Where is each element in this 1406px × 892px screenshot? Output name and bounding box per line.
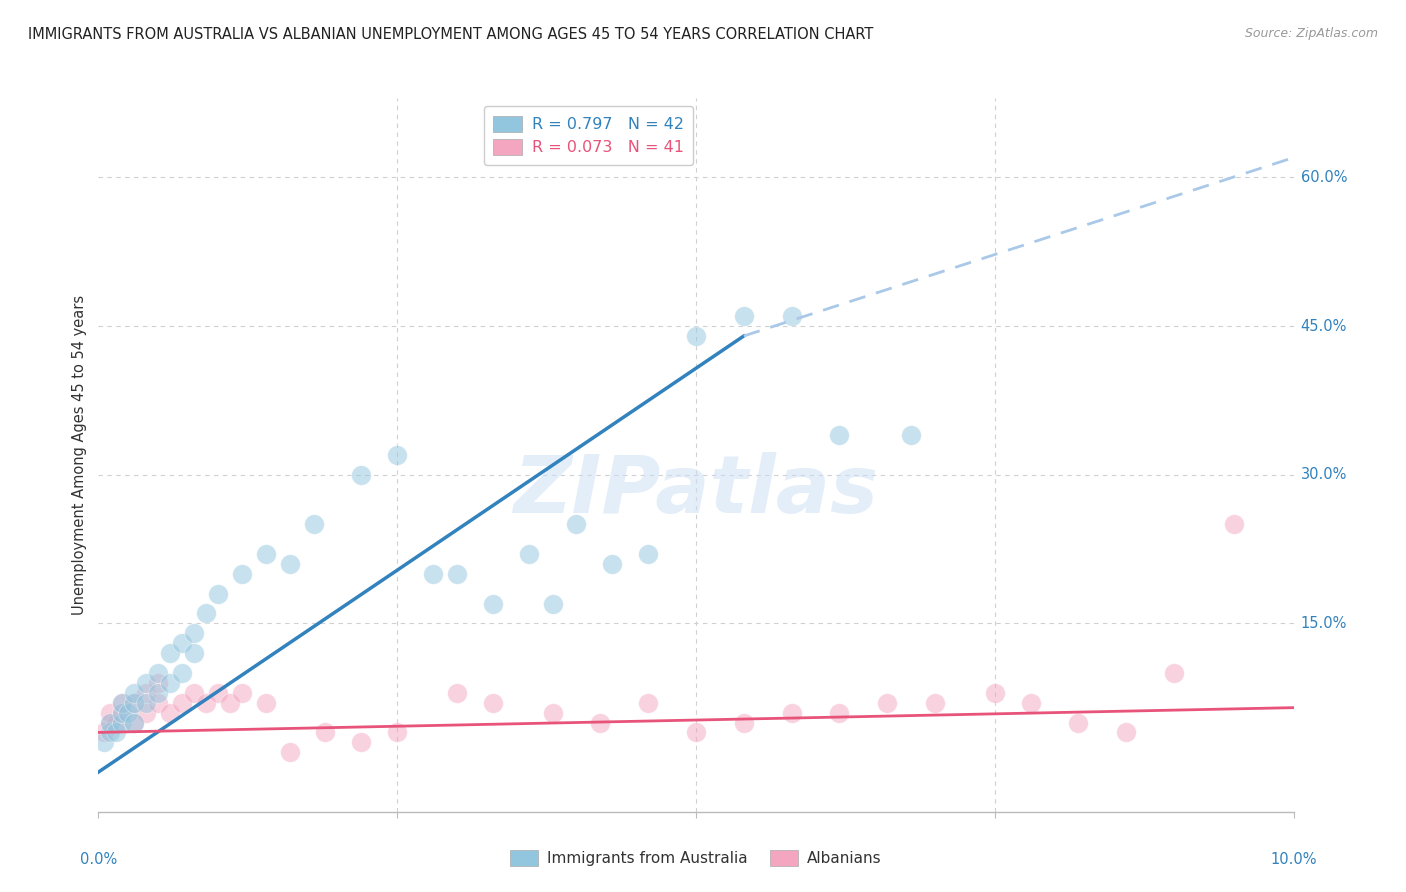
Point <box>1223 517 1246 532</box>
Point <box>111 706 134 720</box>
Point <box>111 696 134 710</box>
Point <box>194 607 218 621</box>
Point <box>159 676 181 690</box>
Point <box>231 686 253 700</box>
Point <box>685 725 707 739</box>
Point <box>172 696 194 710</box>
Point <box>600 557 623 571</box>
Text: ZIPatlas: ZIPatlas <box>513 451 879 530</box>
Text: Source: ZipAtlas.com: Source: ZipAtlas.com <box>1244 27 1378 40</box>
Point <box>900 428 922 442</box>
Y-axis label: Unemployment Among Ages 45 to 54 years: Unemployment Among Ages 45 to 54 years <box>72 295 87 615</box>
Point <box>111 715 134 730</box>
Point <box>98 715 122 730</box>
Point <box>302 517 325 532</box>
Point <box>207 587 229 601</box>
Point <box>172 636 194 650</box>
Point <box>148 696 170 710</box>
Point <box>350 735 373 749</box>
Point <box>733 715 755 730</box>
Text: 15.0%: 15.0% <box>1301 615 1347 631</box>
Point <box>148 665 170 680</box>
Point <box>183 646 205 660</box>
Point <box>98 715 122 730</box>
Point <box>148 686 170 700</box>
Text: 45.0%: 45.0% <box>1301 318 1347 334</box>
Point <box>278 557 301 571</box>
Point <box>135 686 157 700</box>
Point <box>135 676 157 690</box>
Point <box>565 517 588 532</box>
Point <box>685 329 707 343</box>
Point <box>124 715 146 730</box>
Point <box>98 725 122 739</box>
Point <box>219 696 242 710</box>
Point <box>194 696 218 710</box>
Text: 30.0%: 30.0% <box>1301 467 1347 483</box>
Point <box>93 735 115 749</box>
Point <box>828 428 851 442</box>
Point <box>1067 715 1090 730</box>
Point <box>124 696 146 710</box>
Text: IMMIGRANTS FROM AUSTRALIA VS ALBANIAN UNEMPLOYMENT AMONG AGES 45 TO 54 YEARS COR: IMMIGRANTS FROM AUSTRALIA VS ALBANIAN UN… <box>28 27 873 42</box>
Point <box>446 566 468 581</box>
Point <box>135 696 157 710</box>
Point <box>135 706 157 720</box>
Point <box>124 686 146 700</box>
Point <box>117 706 139 720</box>
Point <box>637 547 659 561</box>
Point <box>1019 696 1042 710</box>
Point <box>254 696 277 710</box>
Point <box>315 725 337 739</box>
Point <box>541 597 564 611</box>
Point <box>254 547 277 561</box>
Point <box>517 547 540 561</box>
Point <box>148 676 170 690</box>
Point <box>780 706 803 720</box>
Point <box>589 715 612 730</box>
Point <box>105 725 128 739</box>
Point <box>828 706 851 720</box>
Point <box>111 706 134 720</box>
Point <box>637 696 659 710</box>
Point <box>876 696 898 710</box>
Point <box>350 467 373 482</box>
Point <box>183 686 205 700</box>
Point <box>446 686 468 700</box>
Point <box>481 597 505 611</box>
Point <box>183 626 205 640</box>
Point <box>172 665 194 680</box>
Point <box>541 706 564 720</box>
Point <box>733 309 755 323</box>
Point <box>1115 725 1137 739</box>
Point <box>983 686 1005 700</box>
Point <box>481 696 505 710</box>
Point <box>124 715 146 730</box>
Text: 60.0%: 60.0% <box>1301 169 1347 185</box>
Point <box>98 706 122 720</box>
Point <box>111 696 134 710</box>
Point <box>159 646 181 660</box>
Legend: Immigrants from Australia, Albanians: Immigrants from Australia, Albanians <box>501 841 891 875</box>
Point <box>93 725 115 739</box>
Point <box>924 696 946 710</box>
Point <box>207 686 229 700</box>
Point <box>105 715 128 730</box>
Point <box>385 448 409 462</box>
Text: 10.0%: 10.0% <box>1270 852 1317 867</box>
Point <box>385 725 409 739</box>
Point <box>780 309 803 323</box>
Point <box>1163 665 1185 680</box>
Text: 0.0%: 0.0% <box>80 852 117 867</box>
Point <box>278 745 301 759</box>
Point <box>231 566 253 581</box>
Point <box>422 566 444 581</box>
Point <box>124 696 146 710</box>
Point <box>159 706 181 720</box>
